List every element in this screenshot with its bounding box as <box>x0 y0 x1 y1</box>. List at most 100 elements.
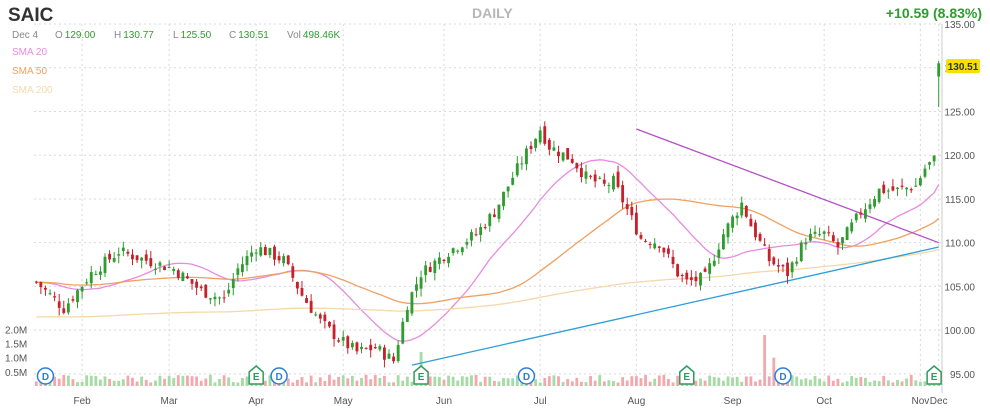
candle-body <box>854 213 858 221</box>
candle-body <box>89 272 93 284</box>
candle-body <box>309 300 313 313</box>
candle-body <box>589 175 592 177</box>
month-tick-label: Dec <box>930 396 948 407</box>
legend-sma-20: SMA 20 <box>12 47 47 58</box>
earnings-marker: E <box>679 365 695 385</box>
volume-bar <box>364 374 368 386</box>
volume-bar <box>511 378 515 386</box>
candle-body <box>584 171 588 179</box>
volume-axis: 0.5M 1.0M 1.5M 2.0M <box>5 325 27 379</box>
volume-bar <box>644 374 647 386</box>
candle-body <box>809 233 812 241</box>
volume-tick-label: 1.0M <box>5 354 27 365</box>
candle-body <box>644 240 647 242</box>
candle-body <box>896 187 899 189</box>
volume-bar <box>286 378 290 386</box>
candle-body <box>300 288 304 296</box>
candle-body <box>213 296 217 300</box>
volume-bar <box>153 380 157 386</box>
candle-body <box>39 282 43 288</box>
volume-bar <box>767 376 771 386</box>
volume-bar <box>863 377 867 386</box>
price-change: +10.59 (8.83%) <box>886 5 982 21</box>
candle-body <box>598 177 602 179</box>
support-trendline <box>411 246 939 366</box>
candle-body <box>76 290 79 303</box>
candle-body <box>841 237 844 244</box>
dividend-marker: D <box>270 367 288 385</box>
candle-body <box>483 227 487 229</box>
volume-bar <box>529 381 533 386</box>
volume-bar <box>103 376 107 386</box>
volume-bar <box>772 357 776 386</box>
price-tick-label: 100.00 <box>944 326 975 337</box>
volume-bar <box>332 379 336 386</box>
volume-bar <box>657 375 661 386</box>
volume-bar <box>126 375 130 386</box>
candle-body <box>648 244 652 246</box>
volume-bar <box>323 380 327 386</box>
volume-bar <box>566 378 570 386</box>
volume-tick-label: 1.5M <box>5 340 27 351</box>
candle-body <box>676 264 680 277</box>
candle-body <box>799 242 803 262</box>
volume-bar <box>909 374 913 386</box>
price-axis: 95.00 100.00 105.00 110.00 115.00 120.00 125.0… <box>944 20 975 381</box>
candle-body <box>639 234 643 239</box>
volume-bar <box>877 381 881 386</box>
candle-body <box>378 346 382 350</box>
volume-bar <box>405 376 409 386</box>
dividend-marker: D <box>36 367 55 385</box>
candle-body <box>621 185 625 203</box>
candle-body <box>492 214 496 217</box>
volume-bar <box>112 380 116 386</box>
candle-body <box>112 257 116 262</box>
volume-bar <box>653 378 657 386</box>
candle-body <box>932 155 936 162</box>
svg-text:E: E <box>931 372 938 383</box>
candle-body <box>186 276 189 279</box>
volume-bar <box>708 375 712 386</box>
volume-bar <box>790 375 794 386</box>
volume-bar <box>456 380 460 386</box>
candle-body <box>561 152 565 161</box>
candle-body <box>396 344 400 362</box>
volume-bar <box>199 380 203 386</box>
volume-bar <box>460 376 464 386</box>
candle-body <box>831 235 835 242</box>
volume-bar <box>726 376 730 386</box>
volume-bar <box>721 380 725 386</box>
candle-body <box>181 272 185 282</box>
candle-body <box>813 231 817 234</box>
volume-bar <box>34 381 38 386</box>
candle-body <box>360 346 363 350</box>
candle-body <box>891 186 895 191</box>
svg-text:130.51: 130.51 <box>948 62 979 73</box>
chart-grid <box>34 23 943 393</box>
volume-bar <box>818 378 822 386</box>
volume-bar <box>318 377 322 386</box>
volume-bar <box>144 379 148 386</box>
volume-bar <box>378 377 382 386</box>
volume-bar <box>676 375 680 386</box>
volume-bar <box>515 375 519 386</box>
volume-bar <box>48 381 52 386</box>
volume-bar <box>76 382 79 386</box>
volume-bar <box>612 380 615 386</box>
candle-body <box>199 286 203 289</box>
candle-body <box>721 234 725 250</box>
candle-body <box>222 297 226 299</box>
volume-bar <box>923 381 927 386</box>
candle-body <box>250 252 254 257</box>
volume-bar <box>355 380 359 386</box>
candle-body <box>557 151 560 157</box>
volume-bar <box>662 374 666 386</box>
candle-body <box>836 241 840 248</box>
volume-bar <box>758 379 762 386</box>
volume-bar <box>231 382 235 386</box>
volume-bar <box>712 376 716 386</box>
volume-bar <box>634 376 638 386</box>
volume-bar <box>786 381 789 386</box>
candle-body <box>447 256 450 264</box>
